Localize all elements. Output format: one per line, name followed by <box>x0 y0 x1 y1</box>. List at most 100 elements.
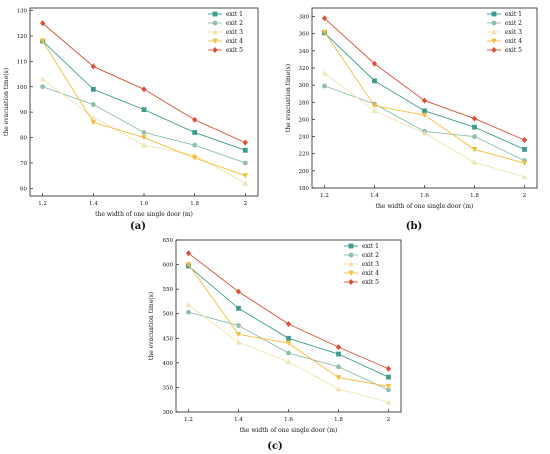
x-tick-label: 2 <box>387 417 391 423</box>
data-point-exit-1 <box>236 305 241 311</box>
y-tick-label: 300 <box>163 410 174 416</box>
data-point-exit-2 <box>386 387 391 393</box>
series-exit-4 <box>39 38 249 179</box>
data-point-exit-2 <box>322 83 327 89</box>
legend-entry: exit 1 <box>505 11 522 18</box>
data-point-exit-5 <box>185 250 192 257</box>
legend: exit 1 exit 2 exit 3 exit 4 exit 5 <box>344 243 379 286</box>
legend-marker <box>348 279 354 285</box>
legend-marker <box>348 243 354 249</box>
y-tick-label: 260 <box>299 117 310 123</box>
data-point-exit-5 <box>141 86 147 93</box>
series-line-exit-3 <box>324 72 525 178</box>
x-axis-label: the width of one single door (m) <box>240 427 338 434</box>
y-axis-label: the evacuation time(s) <box>285 64 292 132</box>
data-point-exit-3 <box>235 339 242 345</box>
data-point-exit-3 <box>242 180 249 186</box>
data-point-exit-5 <box>335 344 342 351</box>
data-point-exit-5 <box>192 116 198 123</box>
legend-marker <box>212 20 218 26</box>
data-point-exit-2 <box>186 309 191 315</box>
legend-marker <box>491 29 497 35</box>
legend-marker <box>212 11 218 17</box>
x-axis-label: the width of one single door (m) <box>95 211 193 218</box>
chart-panel-1: 60 70 80 90 100 110 120 130 1.2 1.4 1.6 1.8 2 the wid… <box>3 7 259 232</box>
x-tick-label: 2 <box>523 193 527 199</box>
legend-marker <box>491 47 497 53</box>
y-tick-label: 130 <box>17 9 28 15</box>
data-point-exit-4 <box>285 340 292 346</box>
y-tick-label: 400 <box>163 361 174 367</box>
legend-entry: exit 4 <box>226 38 243 45</box>
data-point-exit-4 <box>90 119 97 126</box>
y-tick-label: 500 <box>163 312 174 318</box>
y-tick-label: 110 <box>17 59 28 65</box>
y-tick-label: 300 <box>299 83 310 89</box>
data-point-exit-4 <box>242 173 249 179</box>
data-point-exit-5 <box>285 321 292 328</box>
data-point-exit-1 <box>372 78 377 84</box>
data-point-exit-5 <box>371 60 378 67</box>
x-tick-label: 2 <box>244 201 248 207</box>
legend-marker <box>212 29 218 35</box>
legend-entry: exit 4 <box>362 270 379 277</box>
panel-label: (a) <box>130 221 146 232</box>
legend-marker <box>212 47 218 53</box>
data-point-exit-1 <box>242 147 248 153</box>
data-point-exit-3 <box>371 108 378 114</box>
data-point-exit-1 <box>472 124 477 130</box>
chart-panel-2: 180 200 220 240 260 280 300 320 340 360 380 1.2 1.4 1… <box>285 7 538 232</box>
x-tick-label: 1.4 <box>370 193 379 199</box>
legend-entry: exit 3 <box>505 29 522 36</box>
legend: exit 1 exit 2 exit 3 exit 4 exit 5 <box>208 11 243 54</box>
y-tick-label: 360 <box>299 32 310 38</box>
data-point-exit-3 <box>321 70 328 76</box>
data-point-exit-5 <box>421 97 428 104</box>
data-point-exit-2 <box>141 130 147 135</box>
data-point-exit-1 <box>192 130 198 135</box>
data-point-exit-5 <box>385 365 392 372</box>
y-tick-label: 450 <box>163 336 174 342</box>
data-point-exit-3 <box>285 359 292 365</box>
series-exit-2 <box>322 83 527 163</box>
x-tick-label: 1.4 <box>89 201 98 207</box>
data-point-exit-1 <box>386 374 391 380</box>
data-point-exit-5 <box>90 63 96 70</box>
data-point-exit-3 <box>185 302 192 308</box>
legend-marker <box>348 270 354 276</box>
series-exit-3 <box>321 70 528 180</box>
data-point-exit-5 <box>471 115 478 122</box>
legend-entry: exit 3 <box>362 261 379 268</box>
data-point-exit-3 <box>385 399 392 405</box>
data-point-exit-4 <box>191 155 198 161</box>
data-point-exit-4 <box>321 29 328 35</box>
data-point-exit-4 <box>471 147 478 153</box>
y-tick-label: 80 <box>20 136 27 142</box>
data-point-exit-2 <box>90 102 96 107</box>
legend-entry: exit 5 <box>505 47 522 54</box>
y-tick-label: 200 <box>299 169 310 175</box>
x-tick-label: 1.6 <box>284 417 293 423</box>
data-point-exit-4 <box>39 38 46 44</box>
panel-label: (b) <box>406 221 422 232</box>
y-tick-label: 350 <box>163 385 174 391</box>
data-point-exit-3 <box>335 386 342 392</box>
data-point-exit-5 <box>242 139 248 146</box>
y-tick-label: 120 <box>17 34 28 40</box>
legend-entry: exit 1 <box>226 11 243 18</box>
legend-entry: exit 3 <box>226 29 243 36</box>
data-point-exit-2 <box>192 142 198 148</box>
legend-entry: exit 2 <box>362 252 379 259</box>
y-tick-label: 70 <box>20 161 27 167</box>
data-point-exit-3 <box>39 76 46 82</box>
series-exit-5 <box>321 15 528 143</box>
panel-label: (c) <box>267 441 283 452</box>
legend-entry: exit 4 <box>505 38 522 45</box>
data-point-exit-4 <box>385 384 392 390</box>
data-point-exit-5 <box>235 288 242 295</box>
legend-entry: exit 1 <box>362 243 379 250</box>
series-exit-3 <box>185 302 392 405</box>
data-point-exit-5 <box>321 15 328 22</box>
y-tick-label: 60 <box>20 186 27 192</box>
data-point-exit-1 <box>336 351 341 357</box>
